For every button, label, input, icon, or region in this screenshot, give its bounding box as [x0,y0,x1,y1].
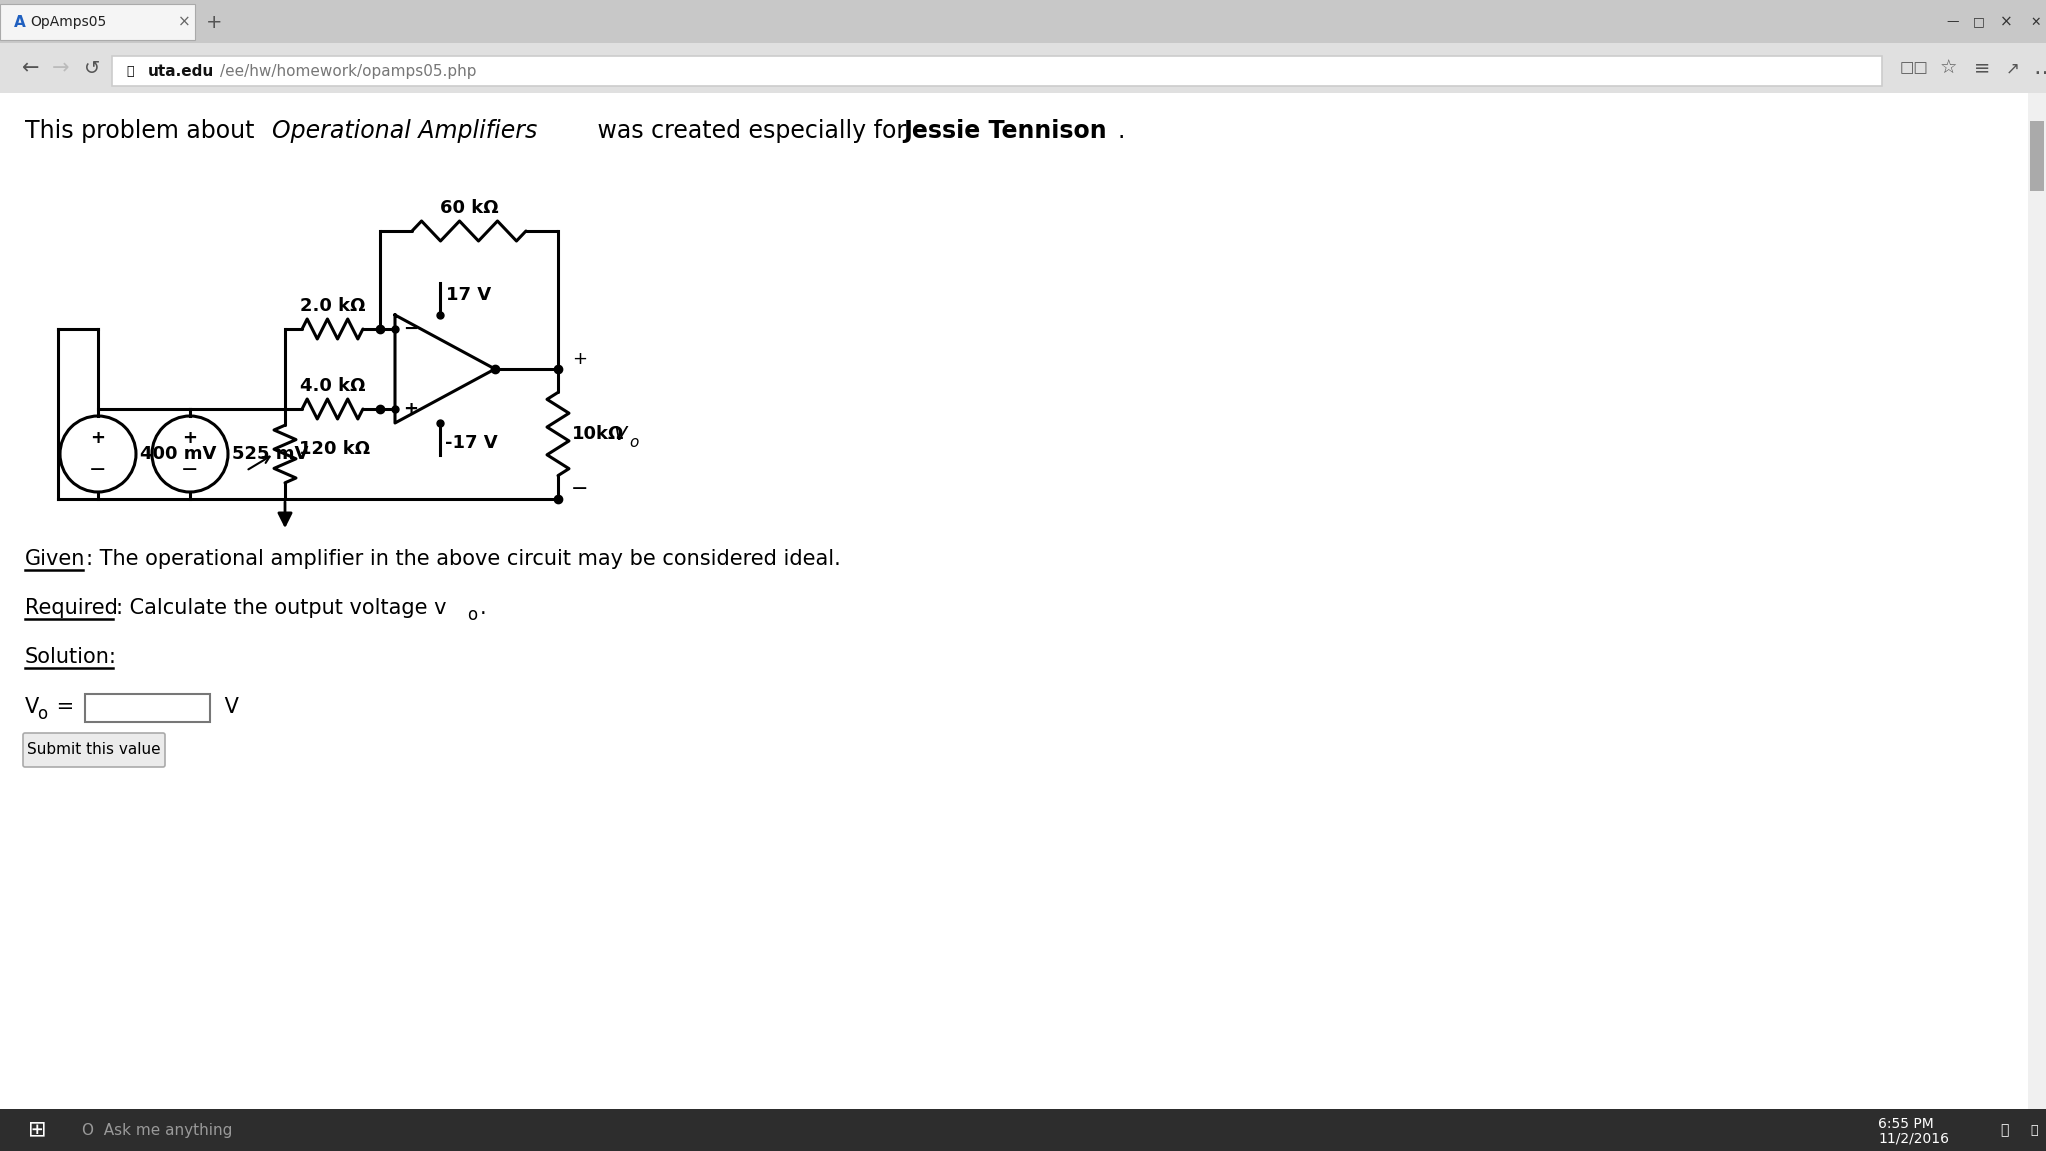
FancyBboxPatch shape [86,694,211,722]
Text: +: + [573,350,587,368]
FancyBboxPatch shape [0,93,2028,1110]
Text: OpAmps05: OpAmps05 [31,15,106,29]
Text: o: o [37,706,47,723]
Text: .: . [1117,119,1125,143]
Text: V: V [614,425,626,443]
Text: 400 mV: 400 mV [139,445,217,463]
Text: Solution:: Solution: [25,647,117,666]
Text: →: → [51,58,70,78]
Text: +: + [90,429,106,447]
Text: uta.edu: uta.edu [147,63,215,78]
Text: −: − [182,460,198,480]
Text: ≡: ≡ [1974,59,1991,77]
Text: Jessie Tennison: Jessie Tennison [902,119,1107,143]
Text: …: … [2034,58,2046,78]
Text: 🔒: 🔒 [127,64,133,77]
Text: =: = [49,698,82,717]
Text: ✕: ✕ [2030,15,2040,29]
FancyBboxPatch shape [0,0,2046,43]
Text: 10kΩ: 10kΩ [573,425,624,443]
FancyBboxPatch shape [0,3,194,40]
Text: o: o [628,434,638,450]
Text: O  Ask me anything: O Ask me anything [82,1122,233,1137]
Text: : The operational amplifier in the above circuit may be considered ideal.: : The operational amplifier in the above… [86,549,841,569]
Text: ←: ← [23,58,39,78]
Text: 17 V: 17 V [446,285,491,304]
Text: −: − [90,460,106,480]
Text: 60 kΩ: 60 kΩ [440,199,499,218]
Text: 2.0 kΩ: 2.0 kΩ [301,297,366,315]
Text: −: − [571,479,589,500]
Text: ☆: ☆ [1940,59,1958,77]
FancyBboxPatch shape [2028,93,2046,1110]
Text: 6:55 PM: 6:55 PM [1878,1116,1933,1131]
Text: 4.0 kΩ: 4.0 kΩ [301,378,366,395]
Text: ↺: ↺ [84,59,100,77]
Text: Given: Given [25,549,86,569]
Text: 🔊: 🔊 [2001,1123,2009,1137]
Text: Operational Amplifiers: Operational Amplifiers [272,119,538,143]
Text: 120 kΩ: 120 kΩ [299,440,370,458]
FancyBboxPatch shape [23,733,166,767]
Text: This problem about: This problem about [25,119,262,143]
Text: +: + [403,401,417,418]
Text: ×: × [2001,15,2013,30]
Text: Required: Required [25,599,119,618]
Text: ⊞: ⊞ [29,1120,47,1139]
Text: 📋: 📋 [2030,1123,2038,1136]
Text: —: — [1946,15,1958,29]
Text: □□: □□ [1901,61,1929,76]
Text: −: − [403,320,417,338]
Text: ↗: ↗ [2005,59,2019,77]
FancyBboxPatch shape [0,1110,2046,1151]
Text: -17 V: -17 V [444,434,497,452]
Text: o: o [466,605,477,624]
Text: □: □ [1972,15,1985,29]
Text: 525 mV: 525 mV [231,445,309,463]
Text: A: A [14,15,27,30]
FancyBboxPatch shape [113,56,1882,86]
Text: 11/2/2016: 11/2/2016 [1878,1131,1950,1145]
Text: +: + [182,429,198,447]
FancyBboxPatch shape [0,43,2046,93]
Text: +: + [207,13,223,31]
Text: ×: × [178,15,190,30]
FancyBboxPatch shape [2030,121,2044,191]
Text: Submit this value: Submit this value [27,742,162,757]
Text: V: V [25,698,39,717]
Text: : Calculate the output voltage v: : Calculate the output voltage v [117,599,446,618]
Text: V: V [219,698,239,717]
Text: was created especially for: was created especially for [589,119,915,143]
Text: .: . [481,599,487,618]
Text: /ee/hw/homework/opamps05.php: /ee/hw/homework/opamps05.php [221,63,477,78]
